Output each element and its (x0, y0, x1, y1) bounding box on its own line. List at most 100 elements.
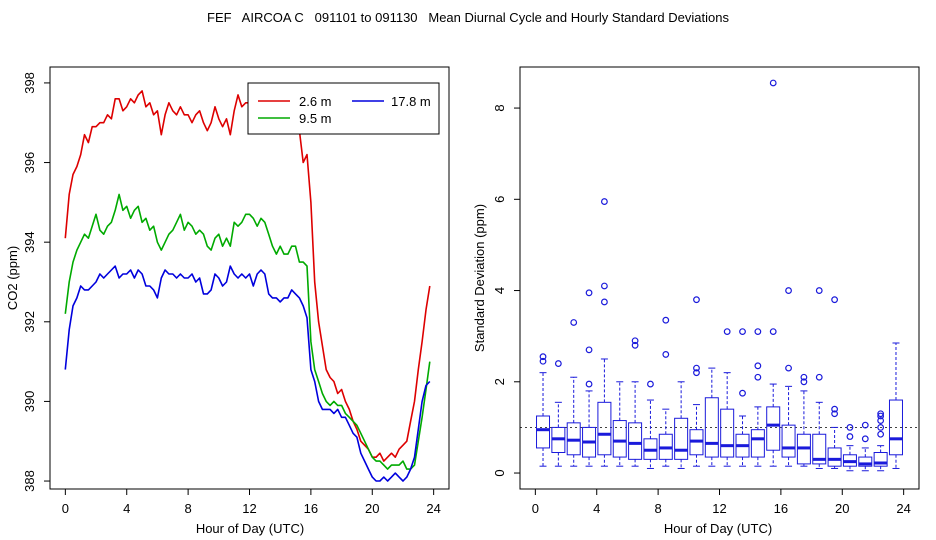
box-hour-11-5-box (704, 397, 719, 458)
box-hour-21-5-outlier-0 (861, 435, 869, 443)
box-hour-22-5-outlier-2 (877, 417, 885, 424)
right-y-tick-label-2: 2 (492, 378, 507, 385)
left-axes: 0 4 8 12 16 20 24 388 390 392 394 396 398 (22, 72, 441, 516)
box-hour-14-5-outlier-2 (754, 328, 762, 336)
box-hour-0-5-outlier-1 (539, 353, 547, 361)
co2-diurnal-panel: 0 4 8 12 16 20 24 388 390 392 394 396 398 Hour of Da… (5, 66, 450, 536)
right-x-tick-label-24: 24 (896, 501, 910, 516)
box-hour-23-5-box (888, 399, 903, 456)
box-hour-16-5-box (781, 424, 796, 458)
right-x-tick-label-12: 12 (712, 501, 726, 516)
std-dev-boxplots (520, 79, 919, 472)
box-hour-7-5-outlier-0 (647, 380, 654, 388)
left-x-tick-label-20: 20 (365, 501, 379, 516)
box-hour-6-5-box (628, 422, 643, 460)
box-hour-8-5-outlier-0 (662, 351, 670, 358)
right-x-tick-label-20: 20 (835, 501, 849, 516)
right-x-axis-label: Hour of Day (UTC) (664, 521, 772, 536)
co2-series (64, 90, 431, 482)
right-y-tick-label-8: 8 (492, 104, 507, 111)
box-hour-19-5-box (827, 447, 842, 467)
box-hour-6-5-outlier-1 (631, 337, 639, 345)
box-hour-4-5-box (597, 401, 612, 456)
legend-label-17-8m: 17.8 m (391, 94, 431, 109)
box-hour-13-5-outlier-0 (739, 389, 746, 397)
box-hour-4-5-outlier-2 (601, 198, 608, 205)
box-hour-21-5-outlier-1 (861, 421, 869, 429)
box-hour-14-5-box (750, 429, 765, 458)
right-y-axis-label: Standard Deviation (ppm) (472, 204, 487, 352)
legend-box (247, 82, 440, 135)
box-hour-3-5-outlier-2 (585, 289, 593, 297)
box-hour-22-5-outlier-0 (877, 430, 885, 438)
right-x-tick-label-0: 0 (532, 501, 539, 516)
right-y-tick-label-6: 6 (492, 196, 507, 203)
left-x-tick-label-4: 4 (123, 501, 130, 516)
box-hour-17-5-outlier-1 (800, 373, 808, 381)
box-hour-19-5-outlier-1 (831, 405, 838, 413)
box-hour-22-5-outlier-1 (877, 424, 885, 431)
box-hour-6-5-outlier-0 (631, 341, 639, 349)
left-y-tick-label-398: 398 (22, 72, 37, 94)
box-hour-3-5-outlier-0 (585, 380, 593, 388)
right-x-tick-label-4: 4 (593, 501, 600, 516)
box-hour-15-5-outlier-1 (769, 79, 777, 87)
box-hour-17-5-outlier-0 (800, 378, 808, 386)
series-line-17-8m (64, 265, 431, 482)
left-y-tick-label-392: 392 (22, 311, 37, 333)
box-hour-9-5-box (674, 417, 689, 460)
box-hour-19-5-outlier-0 (831, 410, 838, 418)
box-hour-10-5-outlier-0 (693, 369, 700, 377)
left-x-tick-label-12: 12 (242, 501, 256, 516)
left-y-axis-label: CO2 (ppm) (5, 246, 20, 310)
box-hour-18-5-outlier-0 (815, 373, 823, 381)
box-hour-4-5-outlier-0 (601, 298, 608, 306)
box-hour-22-5-outlier-3 (877, 412, 885, 420)
left-x-tick-label-16: 16 (304, 501, 318, 516)
box-hour-18-5-box (812, 433, 827, 465)
legend-label-9-5m: 9.5 m (299, 111, 332, 126)
box-hour-5-5-box (612, 420, 627, 458)
box-hour-0-5-box (536, 415, 551, 449)
left-x-tick-label-24: 24 (426, 501, 440, 516)
left-y-tick-label-390: 390 (22, 391, 37, 413)
box-hour-22-5-box (873, 452, 888, 467)
box-hour-22-5-outlier-4 (877, 410, 885, 418)
legend: 2.6 m 9.5 m 17.8 m (247, 82, 440, 135)
box-hour-21-5-box (858, 456, 873, 467)
box-hour-16-5-outlier-1 (785, 287, 792, 294)
right-y-tick-label-0: 0 (492, 469, 507, 476)
legend-label-2-6m: 2.6 m (299, 94, 332, 109)
box-hour-10-5-outlier-1 (693, 364, 700, 372)
box-hour-18-5-outlier-1 (815, 287, 823, 294)
box-hour-15-5-outlier-0 (769, 328, 777, 336)
left-x-tick-label-0: 0 (62, 501, 69, 516)
box-hour-15-5-box (766, 406, 781, 451)
box-hour-14-5-outlier-1 (754, 362, 762, 370)
right-x-tick-label-8: 8 (654, 501, 661, 516)
box-hour-0-5-outlier-0 (539, 357, 547, 365)
left-y-tick-label-394: 394 (22, 231, 37, 253)
box-hour-8-5-outlier-1 (662, 316, 670, 324)
left-y-tick-label-396: 396 (22, 152, 37, 174)
right-x-tick-label-16: 16 (774, 501, 788, 516)
box-hour-3-5-outlier-1 (585, 346, 593, 354)
box-hour-2-5-outlier-0 (570, 319, 578, 326)
figure-title: FEF AIRCOA C 091101 to 091130 Mean Diurn… (207, 10, 729, 25)
box-hour-12-5-outlier-0 (723, 328, 731, 336)
box-hour-13-5-outlier-1 (739, 328, 746, 336)
left-x-tick-label-8: 8 (184, 501, 191, 516)
left-y-tick-label-388: 388 (22, 470, 37, 492)
box-hour-16-5-outlier-0 (785, 364, 792, 372)
box-hour-1-5-outlier-0 (554, 360, 562, 367)
series-line-9-5m (64, 193, 431, 470)
box-hour-20-5-outlier-0 (846, 433, 854, 440)
left-x-axis-label: Hour of Day (UTC) (196, 521, 304, 536)
box-hour-12-5-box (720, 408, 735, 458)
box-hour-14-5-outlier-0 (754, 373, 762, 381)
box-hour-19-5-outlier-2 (831, 296, 838, 304)
box-hour-10-5-outlier-2 (693, 296, 700, 304)
